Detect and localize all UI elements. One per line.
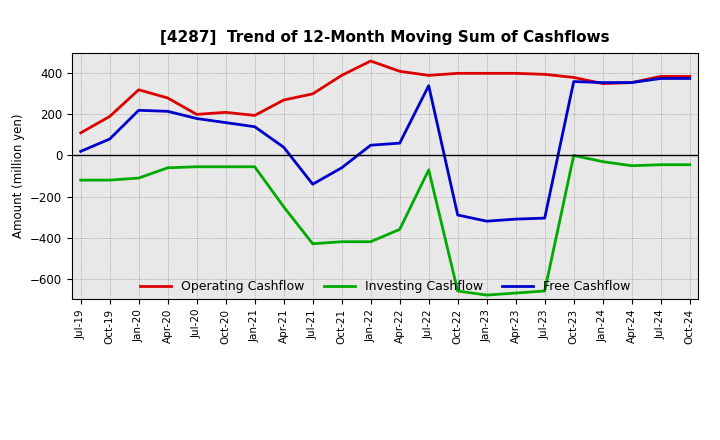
- Free Cashflow: [135, 108, 143, 113]
- Investing Cashflow: [163, 165, 172, 170]
- Operating Cashflow: [598, 81, 607, 86]
- Operating Cashflow: [685, 74, 694, 79]
- Line: Free Cashflow: Free Cashflow: [81, 78, 690, 221]
- Free Cashflow: [598, 80, 607, 85]
- Investing Cashflow: [598, 159, 607, 164]
- Free Cashflow: [338, 165, 346, 170]
- Investing Cashflow: [657, 162, 665, 167]
- Operating Cashflow: [570, 75, 578, 80]
- Operating Cashflow: [251, 113, 259, 118]
- Investing Cashflow: [627, 163, 636, 169]
- Operating Cashflow: [163, 95, 172, 101]
- Operating Cashflow: [279, 97, 288, 103]
- Investing Cashflow: [308, 241, 317, 246]
- Investing Cashflow: [279, 204, 288, 209]
- Investing Cashflow: [251, 164, 259, 169]
- Y-axis label: Amount (million yen): Amount (million yen): [12, 114, 24, 238]
- Free Cashflow: [395, 140, 404, 146]
- Investing Cashflow: [454, 288, 462, 293]
- Free Cashflow: [685, 76, 694, 81]
- Investing Cashflow: [105, 177, 114, 183]
- Free Cashflow: [308, 182, 317, 187]
- Line: Investing Cashflow: Investing Cashflow: [81, 155, 690, 295]
- Investing Cashflow: [570, 153, 578, 158]
- Investing Cashflow: [76, 177, 85, 183]
- Operating Cashflow: [105, 114, 114, 119]
- Free Cashflow: [482, 219, 491, 224]
- Operating Cashflow: [395, 69, 404, 74]
- Operating Cashflow: [366, 59, 375, 64]
- Free Cashflow: [657, 76, 665, 81]
- Operating Cashflow: [454, 71, 462, 76]
- Free Cashflow: [76, 149, 85, 154]
- Investing Cashflow: [338, 239, 346, 244]
- Investing Cashflow: [192, 164, 201, 169]
- Operating Cashflow: [424, 73, 433, 78]
- Free Cashflow: [163, 109, 172, 114]
- Investing Cashflow: [424, 167, 433, 172]
- Free Cashflow: [541, 216, 549, 221]
- Free Cashflow: [251, 124, 259, 129]
- Investing Cashflow: [366, 239, 375, 244]
- Operating Cashflow: [135, 87, 143, 92]
- Operating Cashflow: [657, 74, 665, 79]
- Free Cashflow: [454, 213, 462, 218]
- Investing Cashflow: [511, 290, 520, 296]
- Free Cashflow: [627, 80, 636, 85]
- Free Cashflow: [366, 143, 375, 148]
- Investing Cashflow: [541, 288, 549, 293]
- Free Cashflow: [424, 83, 433, 88]
- Investing Cashflow: [221, 164, 230, 169]
- Operating Cashflow: [308, 91, 317, 96]
- Operating Cashflow: [338, 73, 346, 78]
- Investing Cashflow: [685, 162, 694, 167]
- Legend: Operating Cashflow, Investing Cashflow, Free Cashflow: Operating Cashflow, Investing Cashflow, …: [135, 275, 635, 298]
- Operating Cashflow: [541, 72, 549, 77]
- Investing Cashflow: [135, 176, 143, 181]
- Operating Cashflow: [511, 71, 520, 76]
- Free Cashflow: [105, 136, 114, 142]
- Operating Cashflow: [192, 112, 201, 117]
- Free Cashflow: [511, 216, 520, 222]
- Title: [4287]  Trend of 12-Month Moving Sum of Cashflows: [4287] Trend of 12-Month Moving Sum of C…: [161, 29, 610, 45]
- Free Cashflow: [221, 120, 230, 125]
- Investing Cashflow: [395, 227, 404, 232]
- Free Cashflow: [570, 79, 578, 84]
- Investing Cashflow: [482, 293, 491, 298]
- Free Cashflow: [192, 116, 201, 121]
- Free Cashflow: [279, 145, 288, 150]
- Operating Cashflow: [221, 110, 230, 115]
- Operating Cashflow: [76, 130, 85, 136]
- Operating Cashflow: [482, 71, 491, 76]
- Operating Cashflow: [627, 80, 636, 85]
- Line: Operating Cashflow: Operating Cashflow: [81, 61, 690, 133]
